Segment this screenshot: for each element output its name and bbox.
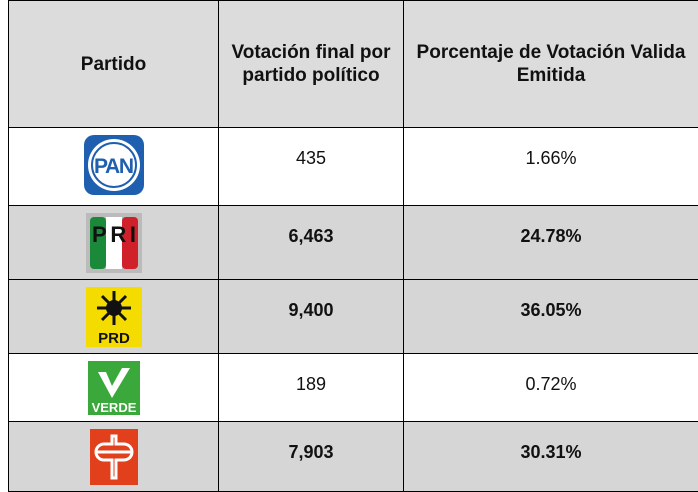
percent-cell: 36.05% (404, 280, 698, 354)
header-cell: Partido (9, 1, 219, 128)
header-cell: Porcentaje de Votación Valida Emitida (404, 1, 698, 128)
logo-text: PRI (92, 222, 136, 247)
row: VERDE 189 0.72% (9, 354, 698, 422)
votes-cell: 189 (219, 354, 404, 422)
pt-logo (82, 428, 146, 486)
pan-logo: PAN (82, 134, 146, 196)
logo-cell: PRD (9, 280, 219, 354)
logo-text: VERDE (91, 400, 136, 415)
prd-logo: PRD (82, 286, 146, 348)
row: PRD 9,400 36.05% (9, 280, 698, 354)
logo-cell: PAN (9, 128, 219, 206)
percent-cell: 24.78% (404, 206, 698, 280)
pri-logo: PRI (82, 212, 146, 274)
row: PAN 435 1.66% (9, 128, 698, 206)
logo-text: PRD (98, 330, 130, 347)
row: PRI 6,463 24.78% (9, 206, 698, 280)
page: Partido Votación final por partido polít… (0, 0, 698, 478)
logo-cell (9, 422, 219, 492)
verde-logo: VERDE (82, 360, 146, 416)
header-row: Partido Votación final por partido polít… (9, 1, 698, 128)
logo-cell: VERDE (9, 354, 219, 422)
votes-cell: 6,463 (219, 206, 404, 280)
percent-cell: 30.31% (404, 422, 698, 492)
logo-text: PAN (94, 155, 134, 178)
votes-cell: 9,400 (219, 280, 404, 354)
votes-cell: 7,903 (219, 422, 404, 492)
logo-cell: PRI (9, 206, 219, 280)
header-cell: Votación final por partido político (219, 1, 404, 128)
row: 7,903 30.31% (9, 422, 698, 492)
results-table: Partido Votación final por partido polít… (8, 0, 698, 492)
votes-cell: 435 (219, 128, 404, 206)
percent-cell: 0.72% (404, 354, 698, 422)
percent-cell: 1.66% (404, 128, 698, 206)
